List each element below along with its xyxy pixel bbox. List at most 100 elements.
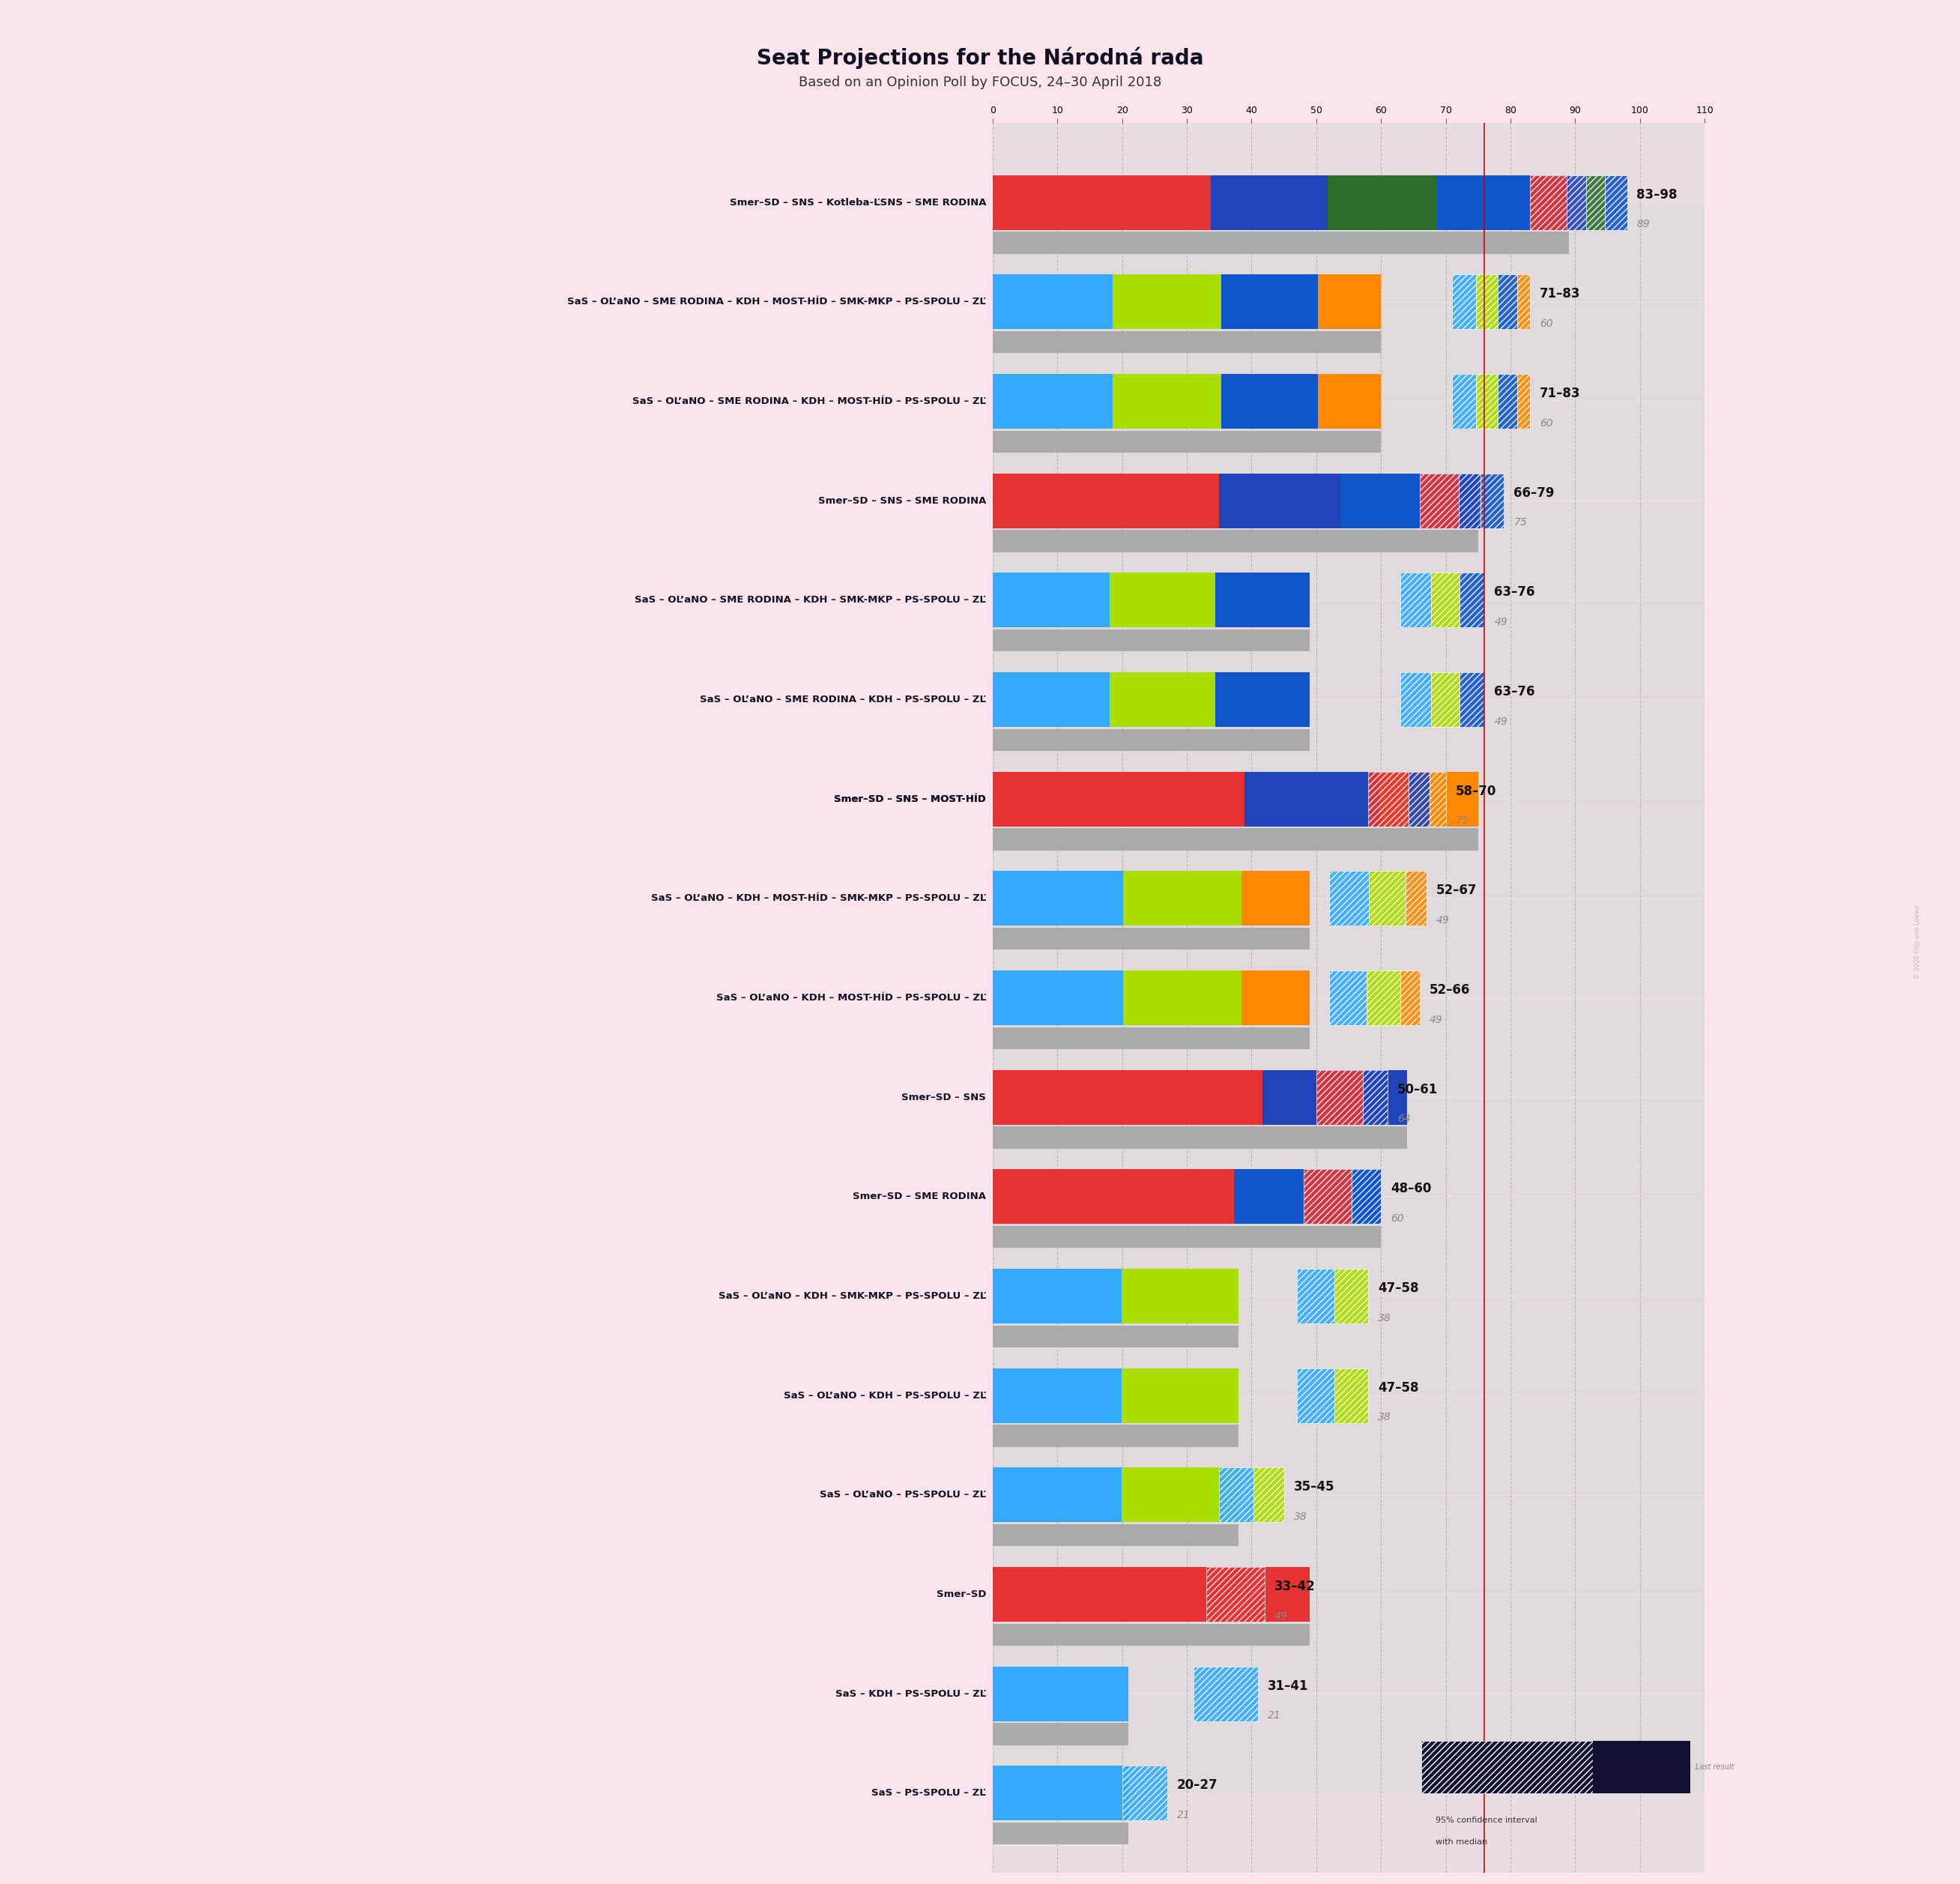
Text: 83–98: 83–98 <box>1637 188 1678 202</box>
Bar <box>992 1765 1129 1820</box>
Bar <box>1380 772 1478 827</box>
Bar <box>1405 870 1427 925</box>
Bar <box>992 332 1382 352</box>
Text: 49: 49 <box>1274 1611 1288 1622</box>
Bar <box>992 1468 1121 1522</box>
Text: Smer–SD – SNS – MOST-HÍD: Smer–SD – SNS – MOST-HÍD <box>835 795 986 804</box>
Text: 49: 49 <box>1437 916 1448 925</box>
Bar <box>1476 375 1497 430</box>
Bar <box>1109 573 1215 627</box>
Bar <box>992 1198 1705 1394</box>
Bar <box>992 970 1123 1025</box>
Bar <box>1497 275 1517 330</box>
Bar <box>992 1396 1705 1594</box>
Bar <box>992 801 1705 997</box>
Bar <box>1298 1268 1335 1323</box>
Bar <box>1497 375 1517 430</box>
Bar <box>1458 473 1480 528</box>
Bar <box>1460 573 1484 627</box>
Bar <box>992 1127 1407 1149</box>
Bar <box>1452 375 1476 430</box>
Text: Smer–SD: Smer–SD <box>937 1590 986 1600</box>
Text: SaS – OL’aNO – KDH – MOST-HÍD – SMK-MKP – PS-SPOLU – ZĽ: SaS – OL’aNO – KDH – MOST-HÍD – SMK-MKP … <box>651 893 986 902</box>
Bar <box>992 175 1211 230</box>
Text: 31–41: 31–41 <box>1268 1679 1309 1692</box>
Text: SaS – PS-SPOLU – ZĽ: SaS – PS-SPOLU – ZĽ <box>872 1788 986 1797</box>
Text: SaS – OL’aNO – KDH – MOST-HÍD – PS-SPOLU – ZĽ: SaS – OL’aNO – KDH – MOST-HÍD – PS-SPOLU… <box>715 993 986 1002</box>
Text: 47–58: 47–58 <box>1378 1381 1419 1394</box>
Bar <box>1221 275 1319 330</box>
Bar <box>1592 1741 1690 1794</box>
Text: SaS – OL’aNO – SME RODINA – KDH – MOST-HÍD – PS-SPOLU – ZĽ: SaS – OL’aNO – SME RODINA – KDH – MOST-H… <box>633 396 986 407</box>
Text: 60: 60 <box>1392 1213 1403 1225</box>
Bar <box>992 1724 1129 1745</box>
Bar <box>992 1524 1239 1547</box>
Bar <box>1421 1741 1592 1794</box>
Text: 49: 49 <box>1494 716 1507 727</box>
Bar <box>1241 970 1309 1025</box>
Bar <box>1121 1765 1168 1820</box>
Bar <box>1205 1567 1264 1622</box>
Bar <box>992 729 1309 752</box>
Bar <box>1221 375 1319 430</box>
Bar <box>992 275 1113 330</box>
Text: 63–76: 63–76 <box>1494 586 1535 599</box>
Bar <box>1109 673 1215 727</box>
Text: Smer–SD – SNS – SME RODINA: Smer–SD – SNS – SME RODINA <box>817 495 986 505</box>
Text: SaS – OL’aNO – KDH – SMK-MKP – PS-SPOLU – ZĽ: SaS – OL’aNO – KDH – SMK-MKP – PS-SPOLU … <box>719 1291 986 1302</box>
Bar <box>1319 275 1382 330</box>
Bar <box>1252 1468 1284 1522</box>
Text: 58–70: 58–70 <box>1456 784 1495 797</box>
Text: 35–45: 35–45 <box>1294 1481 1335 1494</box>
Bar <box>992 1027 1309 1049</box>
Text: © 2020 Filip von Loewe: © 2020 Filip von Loewe <box>1915 904 1921 980</box>
Bar <box>1241 870 1309 925</box>
Bar <box>992 431 1382 452</box>
Text: 60: 60 <box>1541 418 1552 428</box>
Bar <box>992 203 1705 401</box>
Bar <box>1437 175 1568 230</box>
Bar <box>1329 970 1366 1025</box>
Bar <box>992 232 1568 254</box>
Bar <box>1460 673 1484 727</box>
Text: 75: 75 <box>1456 816 1468 827</box>
Bar <box>1121 1468 1239 1522</box>
Bar <box>1399 970 1419 1025</box>
Bar <box>1317 1070 1362 1125</box>
Bar <box>1531 175 1566 230</box>
Text: Smer–SD – SNS: Smer–SD – SNS <box>902 1093 986 1102</box>
Text: with median: with median <box>1435 1839 1488 1846</box>
Bar <box>992 1098 1705 1294</box>
Text: 50–61: 50–61 <box>1397 1083 1439 1096</box>
Bar <box>1245 772 1380 827</box>
Bar <box>1566 175 1586 230</box>
Bar <box>1327 175 1437 230</box>
Bar <box>992 1596 1705 1792</box>
Text: 20–27: 20–27 <box>1178 1778 1217 1792</box>
Bar <box>992 1326 1239 1347</box>
Bar <box>1194 1667 1258 1722</box>
Bar <box>1211 175 1327 230</box>
Bar <box>1335 1268 1368 1323</box>
Bar <box>1452 275 1476 330</box>
Bar <box>1409 772 1431 827</box>
Bar <box>1319 375 1382 430</box>
Bar <box>1399 673 1431 727</box>
Bar <box>992 1424 1239 1447</box>
Text: 38: 38 <box>1294 1511 1307 1522</box>
Bar <box>1123 970 1241 1025</box>
Text: 52–67: 52–67 <box>1437 884 1476 897</box>
Bar <box>992 1296 1705 1494</box>
Text: Smer–SD – SME RODINA: Smer–SD – SME RODINA <box>853 1193 986 1202</box>
Bar <box>992 1567 1309 1622</box>
Text: Based on an Opinion Poll by FOCUS, 24–30 April 2018: Based on an Opinion Poll by FOCUS, 24–30… <box>798 75 1162 89</box>
Bar <box>1431 673 1460 727</box>
Bar <box>1215 673 1309 727</box>
Bar <box>1262 1070 1407 1125</box>
Bar <box>992 999 1705 1196</box>
Bar <box>992 701 1705 897</box>
Bar <box>992 829 1478 850</box>
Bar <box>1303 1170 1352 1225</box>
Bar <box>992 501 1705 699</box>
Text: SaS – OL’aNO – KDH – PS-SPOLU – ZĽ: SaS – OL’aNO – KDH – PS-SPOLU – ZĽ <box>784 1390 986 1400</box>
